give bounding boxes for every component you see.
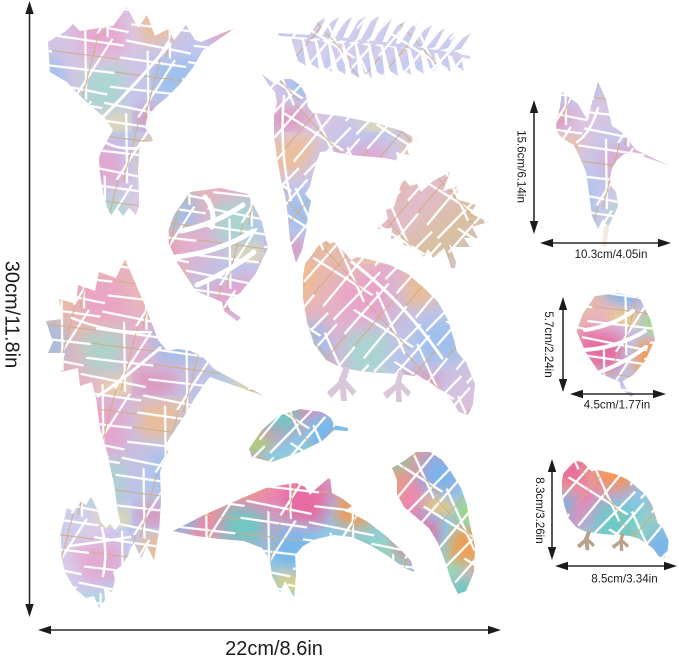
svg-text:8.5cm/3.34in: 8.5cm/3.34in (591, 573, 657, 586)
svg-text:4.5cm/1.77in: 4.5cm/1.77in (584, 399, 650, 412)
svg-text:15.6cm/6.14in: 15.6cm/6.14in (515, 130, 528, 203)
svg-text:30cm/11.8in: 30cm/11.8in (1, 261, 23, 368)
svg-text:8.3cm/3.26in: 8.3cm/3.26in (533, 477, 546, 543)
svg-text:5.7cm/2.24in: 5.7cm/2.24in (542, 311, 555, 377)
svg-text:10.3cm/4.05in: 10.3cm/4.05in (575, 248, 648, 261)
svg-text:22cm/8.6in: 22cm/8.6in (225, 638, 323, 659)
